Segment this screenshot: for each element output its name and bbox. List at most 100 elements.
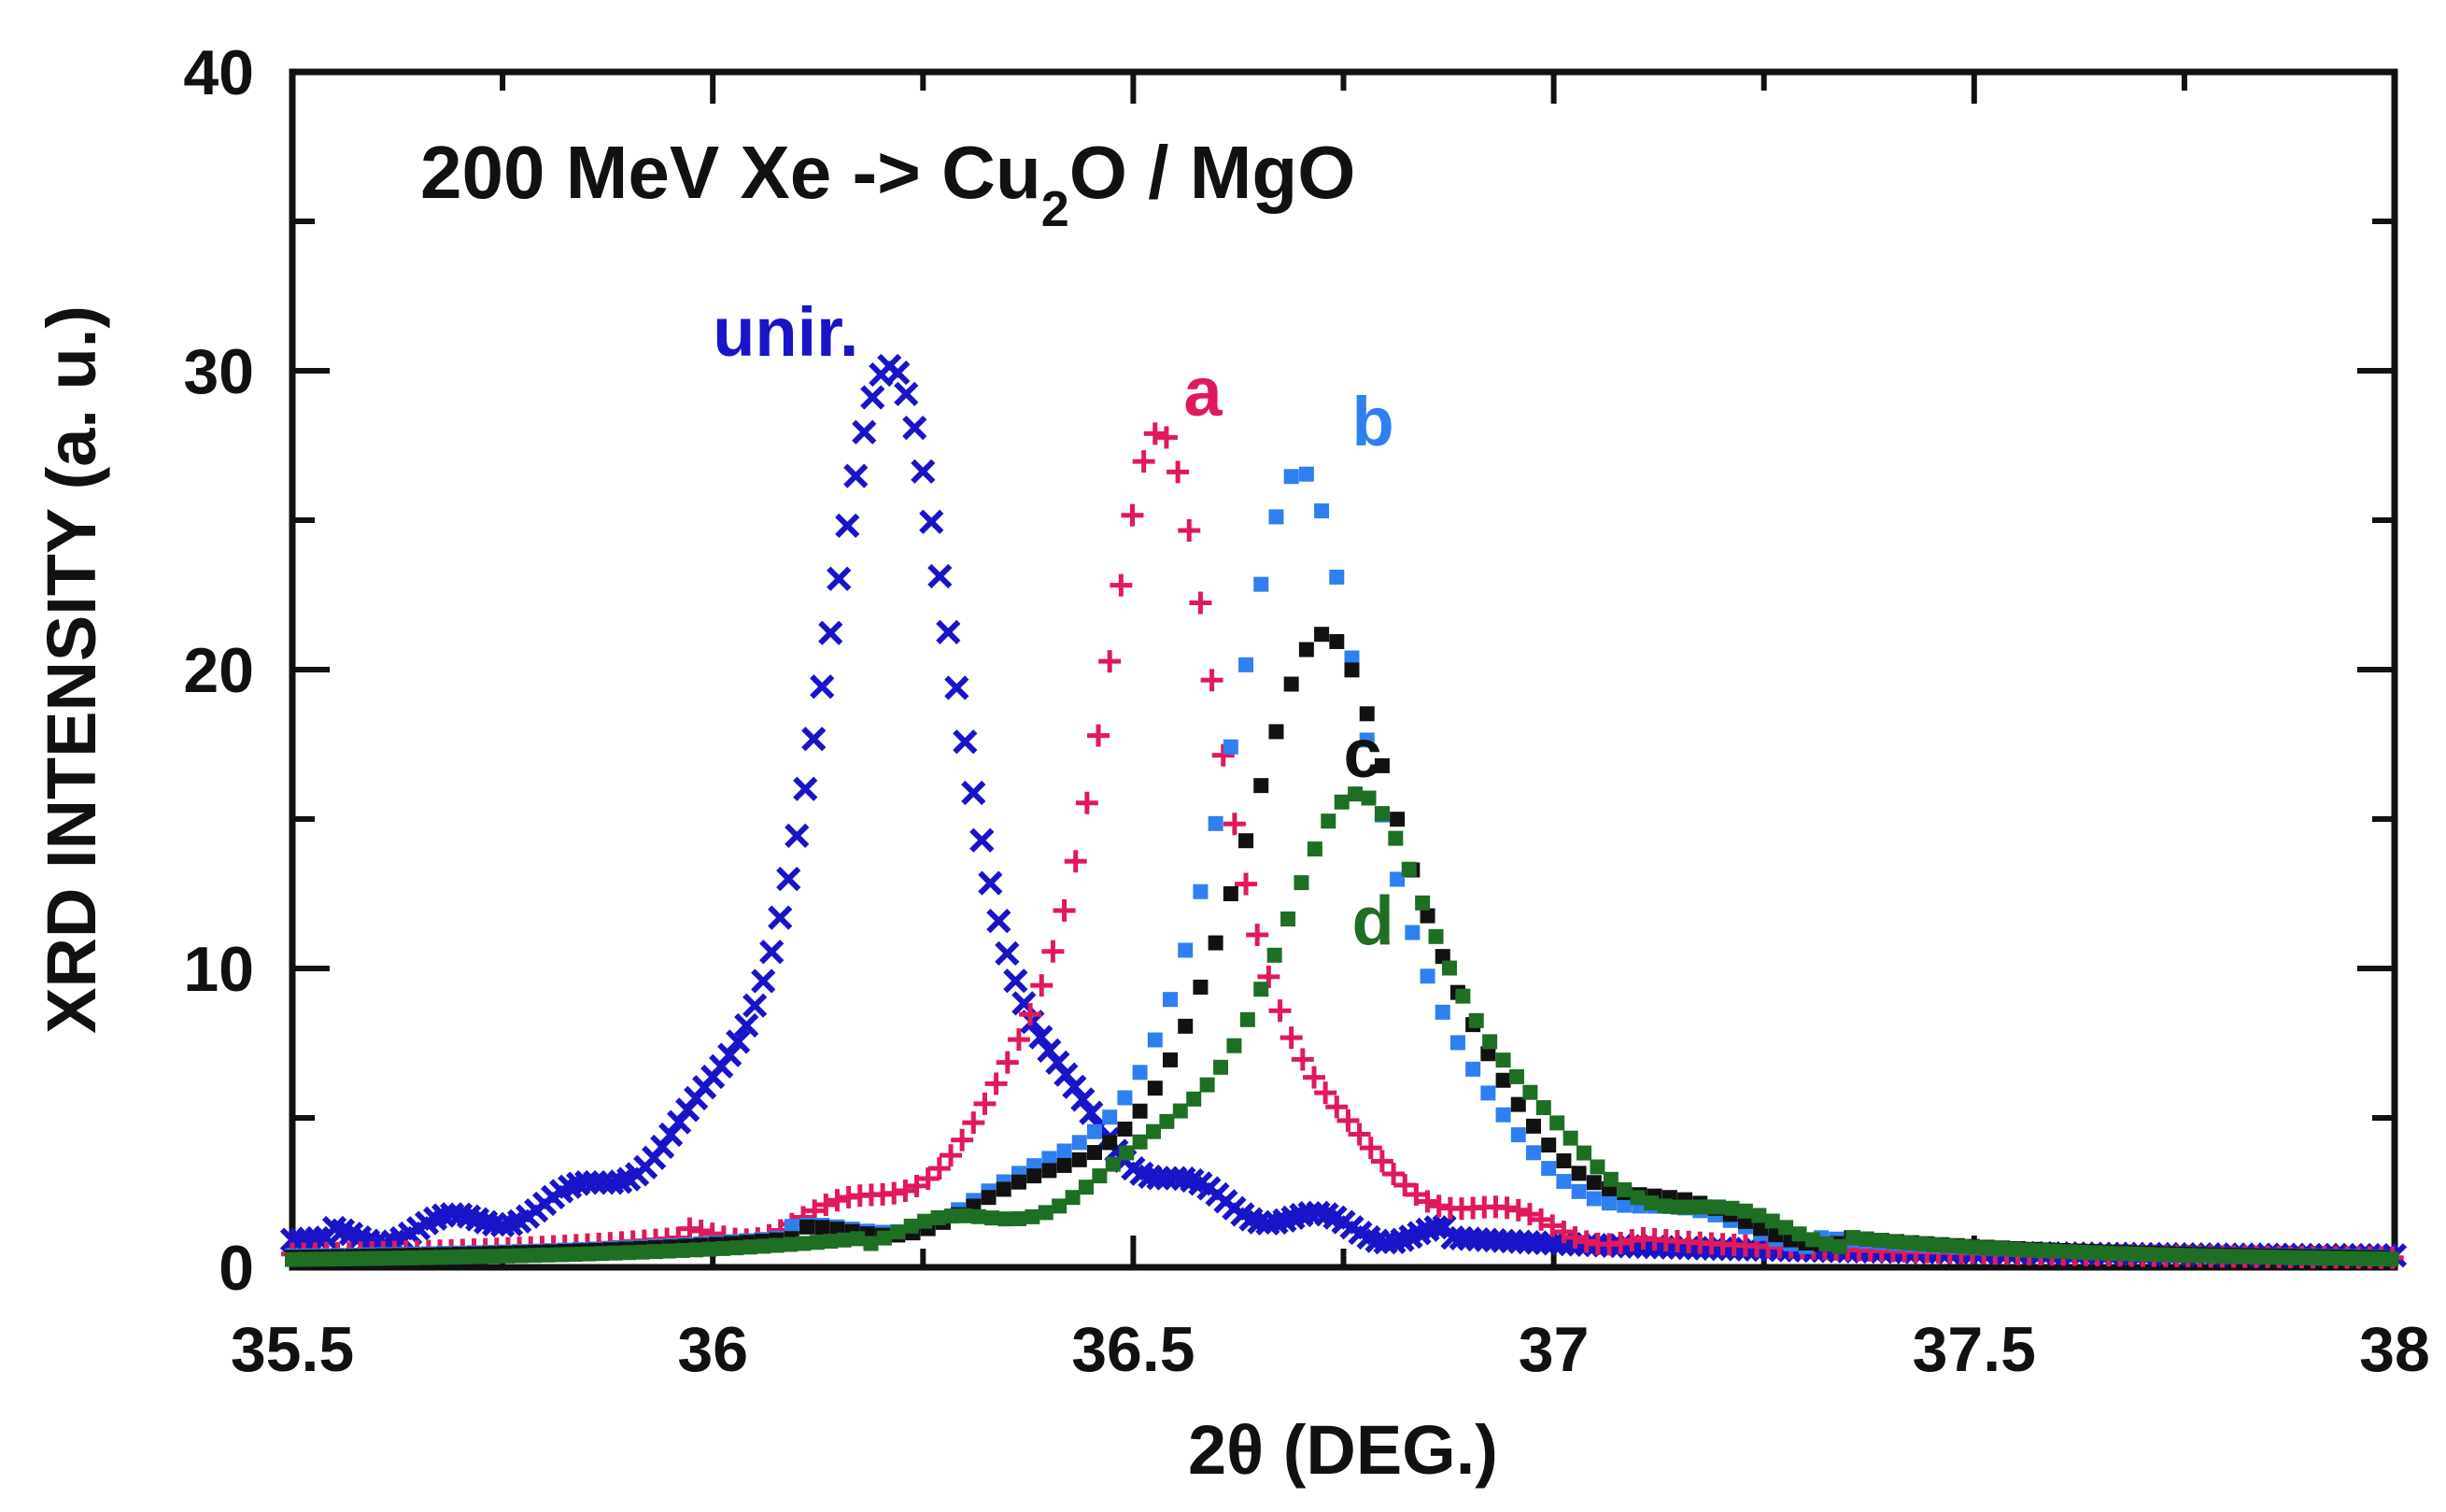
data-point xyxy=(1468,1012,1484,1028)
data-point xyxy=(1480,1046,1496,1062)
series-label-b: b xyxy=(1352,383,1394,460)
data-point xyxy=(1435,1004,1450,1020)
data-point xyxy=(1071,1152,1087,1167)
data-point xyxy=(1092,1168,1108,1184)
data-point xyxy=(796,1236,812,1251)
data-point xyxy=(1415,895,1431,911)
data-point xyxy=(1268,509,1284,525)
data-point xyxy=(769,1237,785,1253)
data-point xyxy=(2033,1243,2049,1259)
data-point xyxy=(943,1208,959,1224)
data-point xyxy=(978,870,1003,896)
data-point xyxy=(818,620,843,645)
data-point xyxy=(809,1235,825,1251)
data-point xyxy=(1298,466,1314,482)
data-point xyxy=(456,1204,482,1229)
data-point xyxy=(728,1240,744,1256)
data-point xyxy=(1571,1183,1587,1199)
data-point xyxy=(1102,1109,1118,1125)
data-point xyxy=(1590,1159,1605,1175)
data-point xyxy=(1028,1024,1053,1050)
data-point xyxy=(835,513,860,539)
data-point xyxy=(1053,1062,1079,1087)
data-point xyxy=(1872,1233,1888,1249)
data-point xyxy=(776,866,801,892)
data-point xyxy=(460,1249,475,1265)
data-point xyxy=(917,1213,933,1229)
data-point xyxy=(1294,875,1309,891)
data-point xyxy=(1086,1145,1102,1161)
data-point xyxy=(969,827,995,853)
data-point xyxy=(919,509,944,534)
chart-title-rest: O / MgO xyxy=(1069,131,1356,214)
data-point xyxy=(927,563,953,589)
data-point xyxy=(1939,1237,1955,1253)
data-point xyxy=(1993,1241,2009,1257)
data-point xyxy=(1778,1220,1794,1236)
data-point xyxy=(661,1243,677,1259)
data-point xyxy=(594,1246,610,1262)
data-point xyxy=(1697,1199,1713,1215)
data-point xyxy=(1163,1052,1179,1067)
data-point xyxy=(1146,1123,1162,1139)
data-point xyxy=(1011,1210,1026,1226)
data-point xyxy=(801,727,827,752)
x-tick-label: 38 xyxy=(2359,1314,2430,1385)
data-point xyxy=(1223,739,1238,755)
y-tick-label: 40 xyxy=(183,37,254,108)
data-point xyxy=(742,993,768,1018)
data-point xyxy=(717,1042,742,1067)
data-point xyxy=(2100,1245,2116,1261)
data-point xyxy=(540,1247,556,1263)
data-point xyxy=(647,1244,663,1260)
data-point xyxy=(1586,1191,1602,1207)
data-point xyxy=(1495,1072,1511,1088)
data-point xyxy=(365,1251,381,1266)
chart-title-subscript: 2 xyxy=(1041,181,1069,237)
data-point xyxy=(2356,1251,2372,1266)
data-point xyxy=(793,776,818,801)
data-point xyxy=(1576,1145,1592,1161)
x-tick-label: 35.5 xyxy=(231,1314,354,1385)
data-point xyxy=(1525,1118,1541,1134)
data-point xyxy=(1603,1171,1619,1187)
data-point xyxy=(1159,1113,1175,1129)
series-c xyxy=(285,627,2389,1265)
data-point xyxy=(957,1208,973,1223)
data-point xyxy=(1449,1035,1465,1051)
data-point xyxy=(734,1012,759,1039)
data-point xyxy=(1071,1135,1087,1151)
data-point xyxy=(1329,569,1345,585)
data-point xyxy=(1117,1121,1133,1137)
data-point xyxy=(1038,1205,1053,1221)
plot-frame-group xyxy=(289,68,2398,1271)
data-point xyxy=(1314,627,1330,643)
data-point xyxy=(1070,1087,1096,1112)
x-tick-label: 37 xyxy=(1519,1314,1590,1385)
data-point xyxy=(1314,503,1330,519)
series-label-c: c xyxy=(1344,714,1382,792)
data-point xyxy=(2209,1248,2225,1264)
data-point xyxy=(1171,1166,1196,1192)
series-label-unir: unir. xyxy=(713,293,858,371)
data-point xyxy=(1441,960,1457,976)
data-point xyxy=(325,1251,341,1267)
data-point xyxy=(1751,1208,1767,1223)
data-point xyxy=(464,1207,490,1232)
data-point xyxy=(2182,1248,2198,1264)
data-point xyxy=(1213,1059,1229,1075)
data-point xyxy=(756,1238,771,1254)
data-point xyxy=(850,1231,866,1247)
data-point xyxy=(1056,1143,1072,1159)
data-point xyxy=(894,381,919,406)
data-point xyxy=(953,729,978,755)
data-point xyxy=(823,1234,839,1250)
series-d xyxy=(285,786,2399,1267)
data-point xyxy=(1344,650,1360,666)
tick-labels: 35.5 36 36.5 37 37.5 38 0 10 20 30 40 xyxy=(183,37,2429,1385)
data-point xyxy=(1455,988,1471,1004)
data-point xyxy=(1886,1234,1902,1250)
data-point xyxy=(1011,1174,1026,1190)
data-point xyxy=(1562,1130,1578,1146)
data-point xyxy=(1899,1235,1915,1251)
